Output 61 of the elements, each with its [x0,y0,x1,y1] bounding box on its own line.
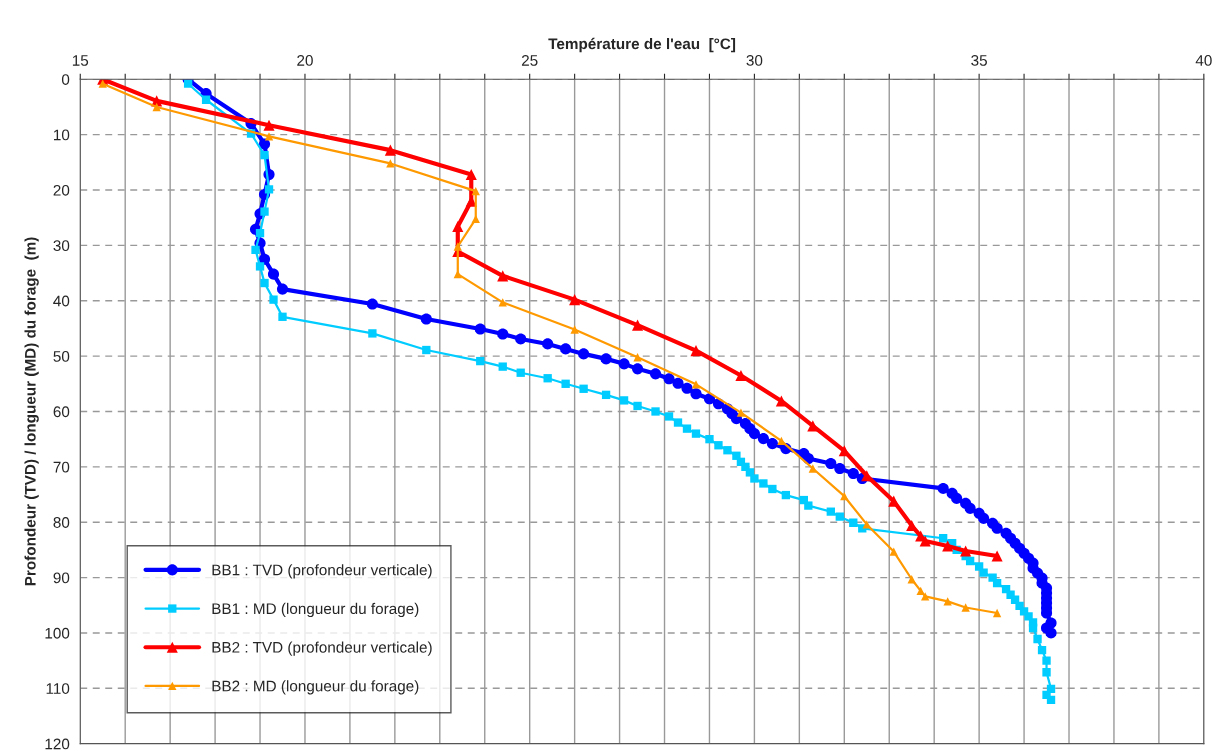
point [889,547,898,556]
y-tick-label: 50 [53,350,70,362]
point [840,492,849,501]
point [808,464,817,473]
point [992,608,1002,618]
point [862,520,871,529]
y-tick-label: 20 [53,184,70,196]
point [907,575,916,584]
point [386,159,395,168]
legend-label: BB2 : TVD (profondeur verticale) [212,641,432,656]
y-tick-label: 10 [54,129,70,141]
x-tick-label: 20 [297,55,313,66]
x-tick-label: 40 [1195,55,1212,66]
point [453,242,462,251]
x-tick-label: 35 [971,55,987,66]
x-tick-label: 15 [72,55,89,66]
point [498,298,507,307]
y-axis-title: Profondeur (TVD) / longueur (MD) du forage (m) [24,237,39,586]
point [691,380,701,389]
point [735,369,747,382]
legend-label: BB1 : MD (longueur du forage) [212,602,419,618]
point [471,186,480,196]
point [465,168,477,181]
x-tick-label: 25 [521,55,538,66]
point [961,603,970,612]
y-tick-label: 30 [53,240,70,252]
point [384,144,396,156]
point [943,597,952,606]
point [570,325,579,334]
point [921,592,930,601]
legend-label: BB1 : TVD (profondeur verticale) [212,564,432,579]
point [690,345,702,357]
y-tick-label: 40 [53,295,70,307]
point [632,319,644,331]
point [453,270,462,279]
point [736,408,746,417]
point [777,436,786,445]
x-axis-title: Température de l'eau [°C] [548,37,736,53]
y-tick-label: 70 [53,461,70,473]
y-tick-label: 0 [61,74,70,85]
legend-label: BB2 : MD (longueur du forage) [212,680,419,695]
point [569,294,581,306]
point [991,550,1003,562]
y-tick-label: 90 [53,572,70,584]
point [633,353,642,362]
y-tick-label: 110 [46,683,70,694]
point [264,132,274,141]
y-tick-label: 80 [53,517,70,528]
point [775,395,787,407]
y-tick-label: 100 [45,627,70,639]
point [452,220,464,233]
point [888,495,900,507]
point [916,586,925,596]
point [919,535,931,547]
point [263,119,275,131]
point [942,540,954,552]
point [152,102,161,112]
x-tick-label: 30 [746,55,763,66]
y-tick-label: 60 [53,406,70,418]
point [960,545,972,557]
y-tick-label: 120 [45,738,70,750]
